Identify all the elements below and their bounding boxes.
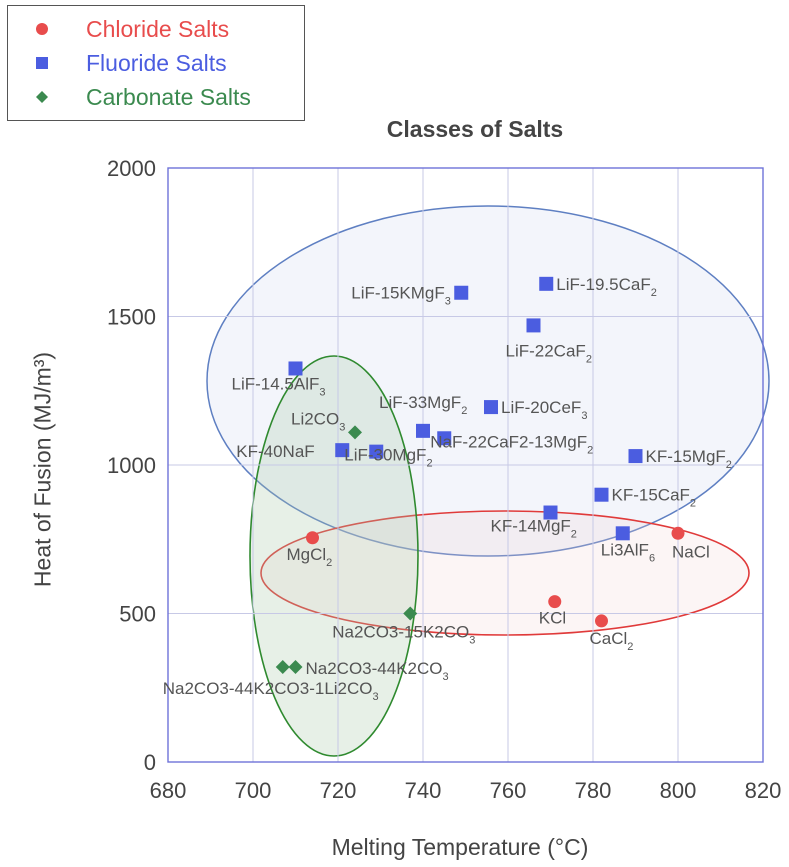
fluoride-cluster-ellipse bbox=[206, 205, 770, 557]
x-tick-label: 760 bbox=[490, 778, 527, 803]
data-point-square bbox=[335, 443, 350, 458]
legend-label: Carbonate Salts bbox=[86, 84, 251, 110]
axis-ticks: 680 700 720 740 760 780 800 820 0 500 1000 1500 2000 bbox=[107, 156, 781, 803]
y-tick-label: 500 bbox=[119, 602, 156, 627]
data-point-circle bbox=[306, 531, 319, 545]
data-point-square bbox=[484, 400, 498, 415]
legend-square-icon bbox=[28, 48, 56, 78]
point-label: CaCl2 bbox=[590, 629, 634, 653]
x-tick-label: 680 bbox=[150, 778, 187, 803]
cluster-ellipses bbox=[206, 205, 770, 757]
x-tick-label: 720 bbox=[320, 778, 357, 803]
point-label: NaCl bbox=[672, 542, 710, 561]
data-point-square bbox=[416, 423, 430, 438]
legend: Chloride Salts Fluoride Salts Carbonate … bbox=[7, 5, 305, 121]
data-point-circle bbox=[595, 614, 608, 628]
data-point-diamond bbox=[288, 659, 303, 674]
legend-diamond-icon bbox=[28, 82, 56, 112]
data-point-circle bbox=[671, 526, 685, 540]
data-point-square bbox=[615, 526, 630, 541]
x-tick-label: 780 bbox=[575, 778, 612, 803]
y-tick-label: 0 bbox=[144, 750, 156, 775]
grid bbox=[167, 167, 764, 763]
y-tick-label: 2000 bbox=[107, 156, 156, 181]
data-point-square bbox=[454, 285, 469, 300]
legend-label: Fluoride Salts bbox=[86, 50, 227, 76]
x-tick-label: 820 bbox=[745, 778, 782, 803]
chart-title: Classes of Salts bbox=[386, 116, 564, 142]
y-tick-label: 1500 bbox=[107, 305, 156, 330]
x-tick-label: 740 bbox=[405, 778, 442, 803]
data-point-square bbox=[369, 444, 384, 459]
data-point-circle bbox=[548, 595, 562, 609]
data-point-square bbox=[539, 276, 554, 291]
legend-label: Chloride Salts bbox=[86, 16, 230, 42]
chloride-cluster-ellipse bbox=[260, 510, 750, 636]
data-points bbox=[275, 276, 685, 674]
data-point-diamond bbox=[275, 659, 290, 674]
y-tick-label: 1000 bbox=[107, 453, 156, 478]
plot-frame bbox=[167, 167, 764, 763]
data-point-diamond bbox=[403, 606, 418, 621]
data-point-square bbox=[543, 505, 558, 520]
point-label: KCl bbox=[539, 609, 566, 628]
data-point-diamond bbox=[348, 425, 362, 440]
point-label: KF-40NaF bbox=[236, 442, 314, 461]
data-point-square bbox=[526, 318, 541, 333]
x-axis-title: Melting Temperature (°C) bbox=[331, 834, 589, 860]
x-tick-label: 800 bbox=[660, 778, 697, 803]
y-axis-title: Heat of Fusion (MJ/m³) bbox=[29, 351, 56, 588]
data-point-square bbox=[288, 361, 303, 376]
legend-circle-icon bbox=[28, 14, 56, 44]
data-point-square bbox=[437, 431, 452, 446]
data-point-square bbox=[594, 487, 609, 502]
data-point-square bbox=[628, 449, 643, 464]
x-tick-label: 700 bbox=[235, 778, 272, 803]
